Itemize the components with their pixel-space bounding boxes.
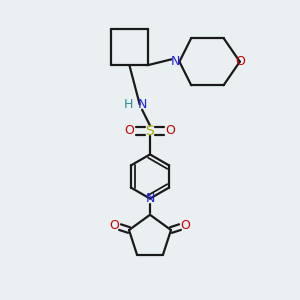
Text: O: O — [166, 124, 176, 137]
Text: N: N — [145, 192, 155, 205]
Text: O: O — [235, 55, 245, 68]
Text: O: O — [124, 124, 134, 137]
Text: S: S — [146, 124, 154, 138]
Text: N: N — [170, 55, 180, 68]
Text: O: O — [181, 219, 190, 232]
Text: N: N — [137, 98, 147, 111]
Text: H: H — [124, 98, 133, 111]
Text: O: O — [110, 219, 119, 232]
